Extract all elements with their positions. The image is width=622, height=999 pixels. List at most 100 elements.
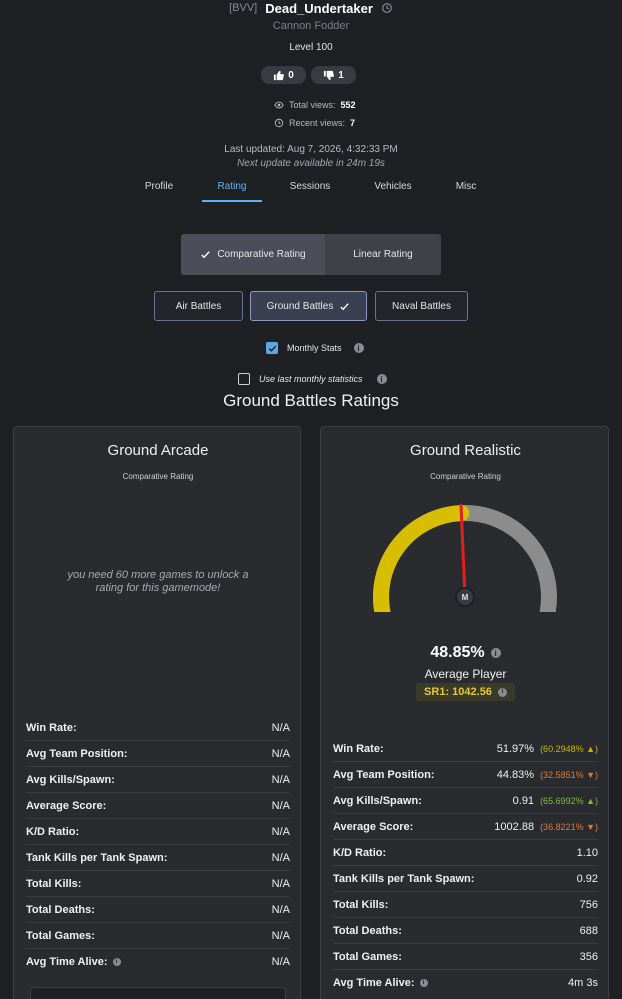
rating-type-toggle: Comparative Rating Linear Rating [181,234,441,275]
ground-arcade-card: Ground Arcade Comparative Rating you nee… [13,426,301,999]
percentile-row: 48.85% i [321,644,610,662]
clan-tag[interactable]: [BVV] [229,2,258,14]
stat-label: Total Games: [333,950,402,963]
info-icon[interactable]: i [497,687,507,697]
card-subtitle: Comparative Rating [430,472,501,481]
linear-rating-toggle[interactable]: Linear Rating [325,234,441,275]
realistic-stats-list: Win Rate: 51.97% (60.2948% ▲) Avg Team Pos… [333,736,598,996]
stat-value: 0.91 [512,794,535,807]
recent-views-value: 7 [350,118,356,128]
tab-rating[interactable]: Rating [217,181,247,192]
dislike-button[interactable]: 1 [311,66,356,84]
stat-value: 688 [579,924,598,937]
username: Dead_Undertaker [265,0,373,16]
total-views: Total views: 552 [274,100,356,110]
stat-delta: (36.8221% ▼) [540,821,598,832]
tab-profile[interactable]: Profile [144,181,174,192]
arcade-bottom-panel [30,987,286,999]
card-title: Ground Arcade [107,442,209,459]
stat-row: Total Deaths: 688 [333,918,598,944]
stat-label: Average Score: [26,799,107,812]
info-icon[interactable]: i [376,374,387,384]
stat-delta: (32.5851% ▼) [540,769,598,780]
stat-row: Tank Kills per Tank Spawn: N/A [26,845,290,871]
history-icon[interactable] [381,2,393,14]
tab-misc[interactable]: Misc [455,181,477,192]
info-icon[interactable]: i [490,648,501,658]
stat-label: Avg Time Alive: [333,977,415,989]
thumbs-up-icon [274,70,285,80]
comparative-rating-toggle[interactable]: Comparative Rating [181,234,325,275]
stat-row: Tank Kills per Tank Spawn: 0.92 [333,866,598,892]
stat-value: N/A [271,799,290,812]
stat-label: Tank Kills per Tank Spawn: [26,851,168,864]
stat-value: 0.92 [576,872,598,885]
ground-battles-button[interactable]: Ground Battles [250,291,367,321]
stat-value: N/A [271,877,290,890]
percentile-value: 48.85% [430,644,485,661]
use-last-monthly-checkbox[interactable] [238,373,250,385]
stat-label: Total Kills: [333,898,389,911]
stat-row: Total Kills: 756 [333,892,598,918]
checkmark-icon [268,345,276,352]
card-title: Ground Realistic [410,442,521,459]
monthly-stats-label: Monthly Stats [287,343,342,353]
stat-value: N/A [271,773,290,786]
eye-icon [274,101,284,109]
stat-row: Average Score: N/A [26,793,290,819]
stat-value: N/A [271,721,290,734]
next-update: Next update available in 24m 19s [237,158,385,169]
player-title: Cannon Fodder [272,20,350,32]
stat-row: Avg Team Position: N/A [26,741,290,767]
tab-vehicles[interactable]: Vehicles [374,181,412,192]
stat-value: 756 [579,898,598,911]
air-battles-button[interactable]: Air Battles [154,291,243,321]
recent-views-label: Recent views: [289,118,346,128]
stat-row: Total Kills: N/A [26,871,290,897]
stat-label: Win Rate: [26,721,77,734]
stat-value: N/A [271,956,290,968]
stat-label: Avg Team Position: [333,768,435,781]
stat-label: K/D Ratio: [333,846,387,859]
card-subtitle: Comparative Rating [122,472,194,481]
stat-label: Total Kills: [26,877,82,890]
stat-value: N/A [271,851,290,864]
stat-value: 51.97% [496,742,535,755]
sr-badge: SR1: 1042.56 i [416,683,515,701]
stat-value: 4m 3s [568,977,598,989]
info-icon[interactable]: i [112,958,121,966]
stat-row: Avg Kills/Spawn: N/A [26,767,290,793]
stat-value: 1002.88 [494,820,535,833]
stat-label: Total Deaths: [26,903,95,916]
dislike-count: 1 [338,69,344,81]
use-last-monthly-label: Use last monthly statistics [259,374,363,384]
stat-row: Win Rate: 51.97% (60.2948% ▲) [333,736,598,762]
thumbs-down-icon [324,70,335,80]
stat-value: 1.10 [576,846,598,859]
stat-row: K/D Ratio: N/A [26,819,290,845]
stat-label: Avg Kills/Spawn: [333,794,422,807]
like-button[interactable]: 0 [261,66,306,84]
gauge-fill [373,505,470,612]
info-icon[interactable]: i [419,979,428,987]
naval-battles-button[interactable]: Naval Battles [375,291,468,321]
ground-realistic-card: Ground Realistic Comparative Rating M 48… [320,426,609,999]
linear-rating-label: Linear Rating [353,249,413,260]
gauge-marker-label: M [462,593,469,602]
stat-row: Avg Team Position: 44.83% (32.5851% ▼) [333,762,598,788]
monthly-stats-checkbox[interactable] [266,342,278,354]
arcade-stats-list: Win Rate: N/A Avg Team Position: N/A Avg K… [26,715,290,975]
info-icon[interactable]: i [353,343,364,353]
stat-row: Total Games: N/A [26,923,290,949]
monthly-stats-option: Monthly Stats i [266,342,364,354]
stat-value: 44.83% [496,768,535,781]
player-level: Level 100 [289,42,333,53]
section-title: Ground Battles Ratings [223,391,399,410]
naval-battles-label: Naval Battles [392,300,451,312]
stat-label: Total Deaths: [333,924,402,937]
stat-delta: (60.2948% ▲) [540,743,598,754]
sr-value: SR1: 1042.56 [424,686,492,698]
like-count: 0 [288,69,294,81]
tab-sessions[interactable]: Sessions [289,181,331,192]
total-views-label: Total views: [289,100,336,110]
